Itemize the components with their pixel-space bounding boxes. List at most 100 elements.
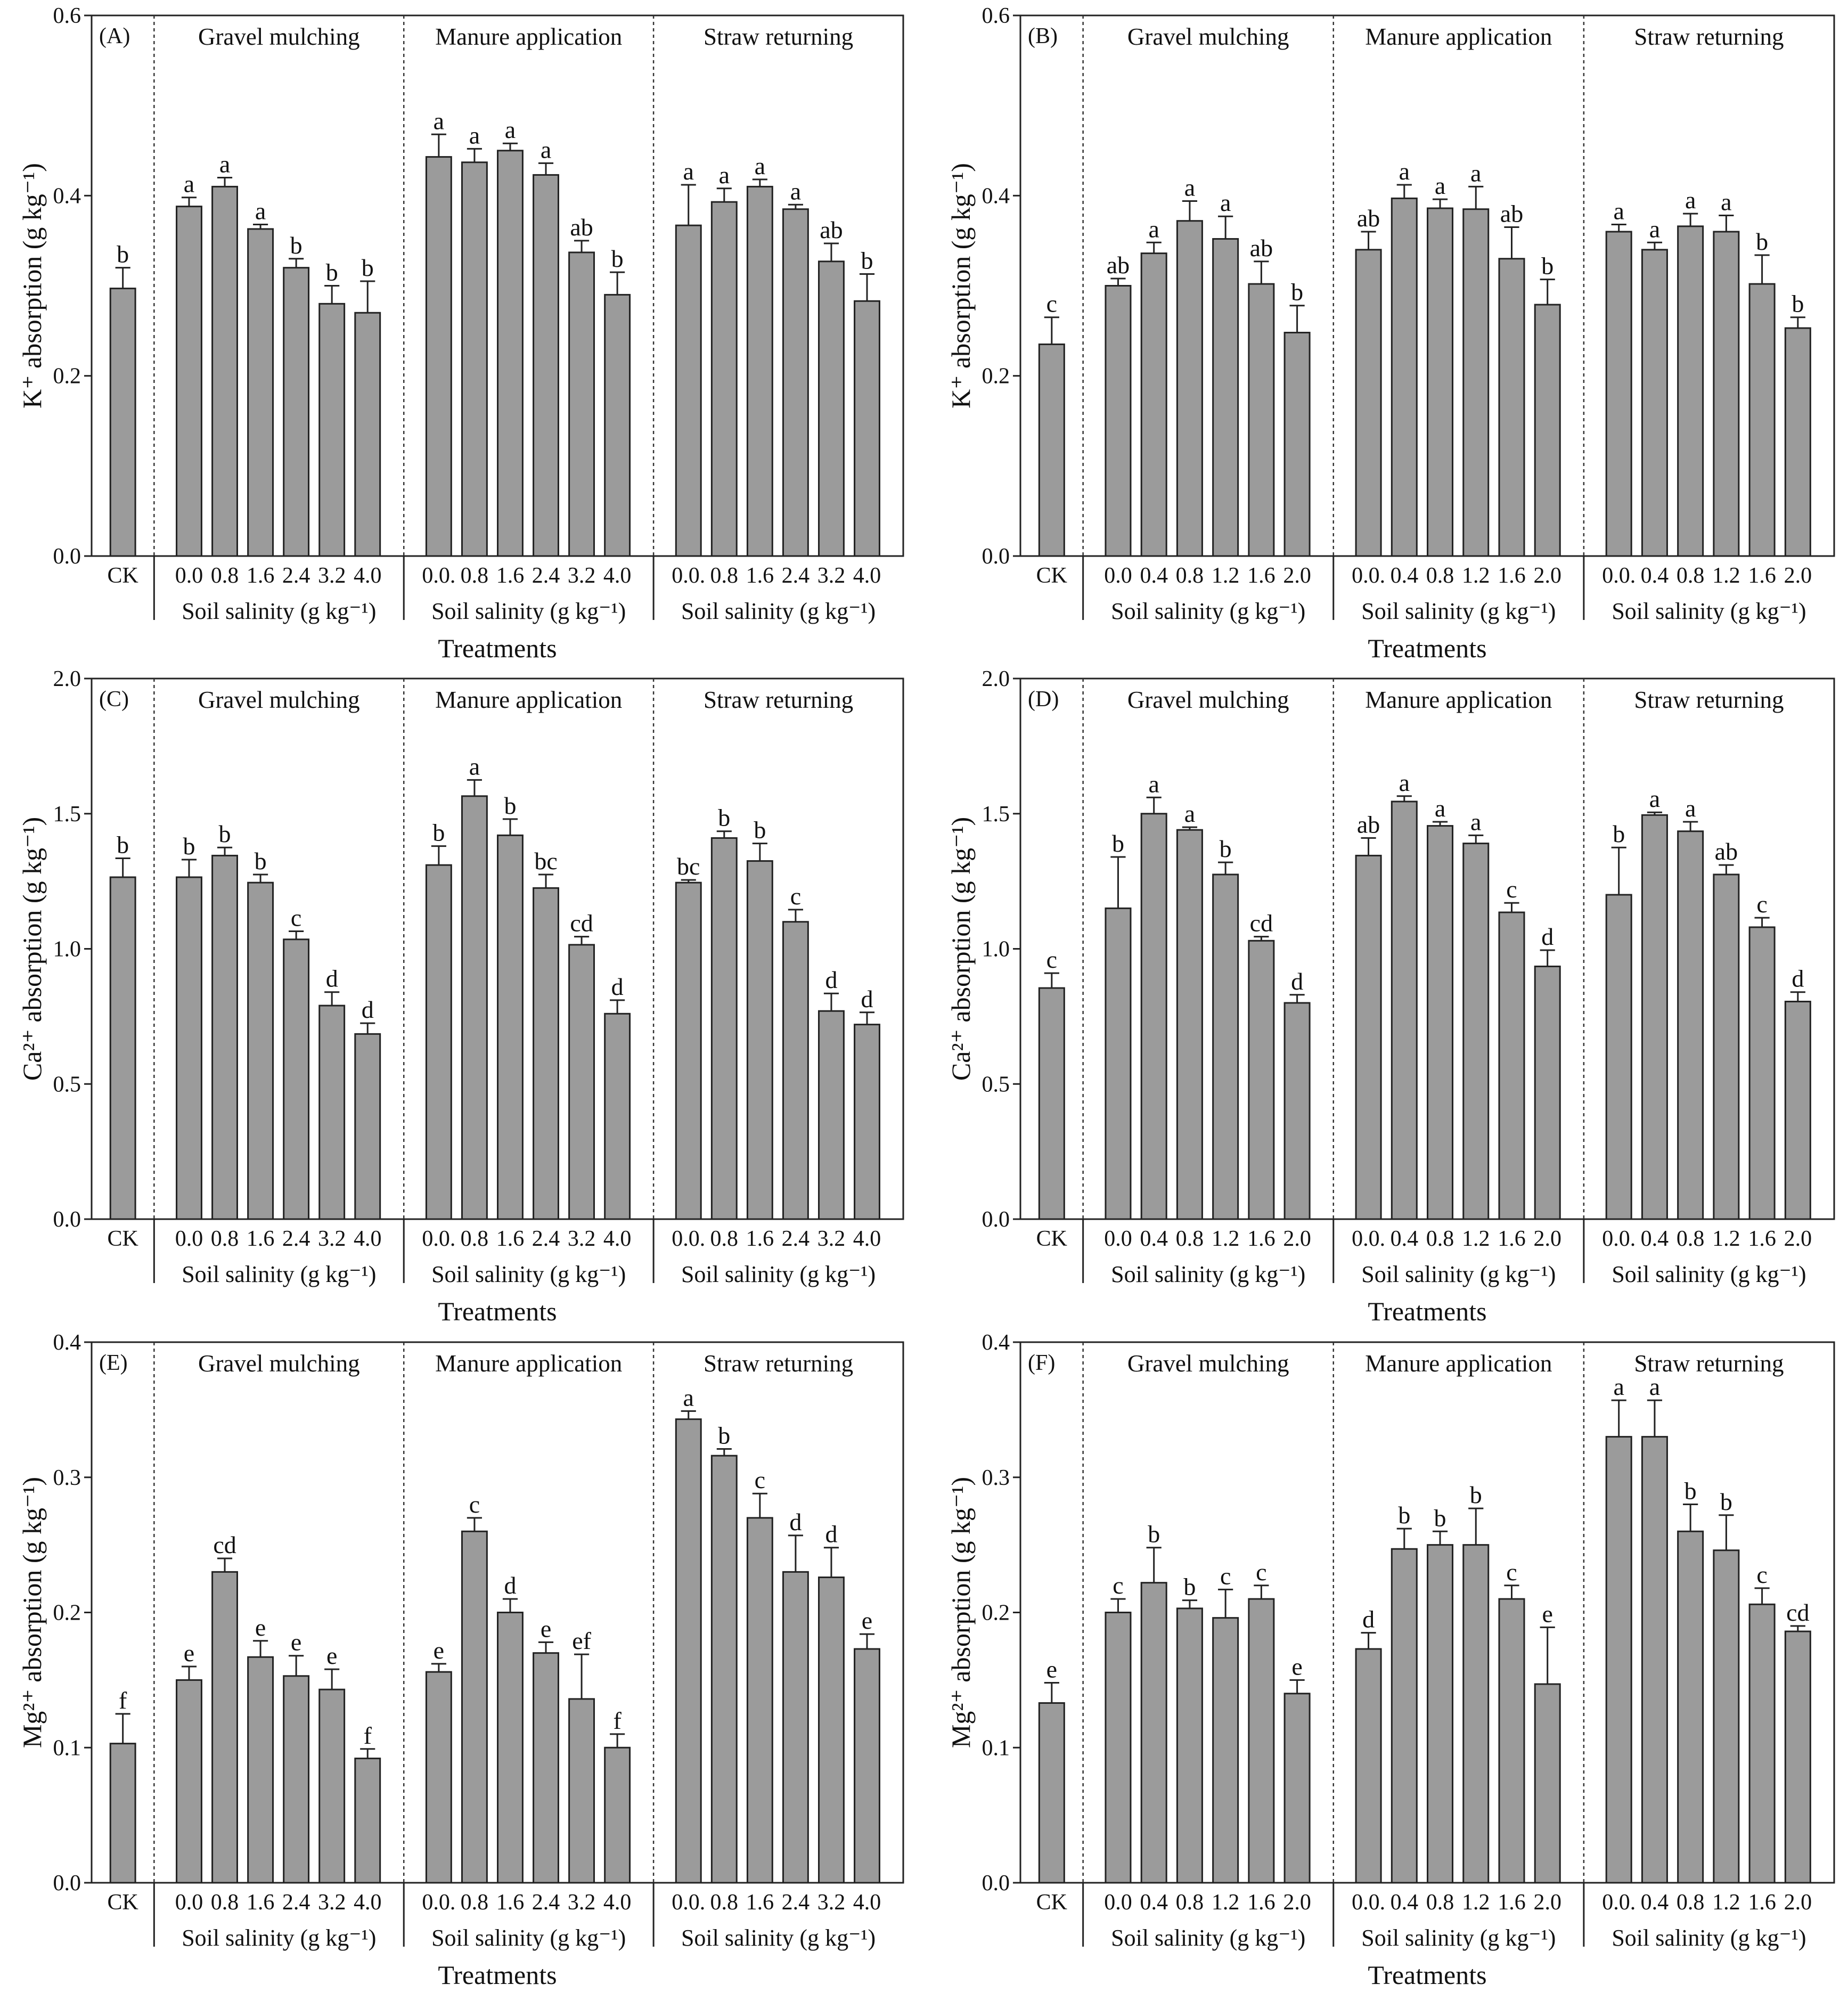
y-tick-label: 1.0 <box>982 937 1010 962</box>
x-tick-label: 1.6 <box>1748 563 1776 588</box>
error-bar <box>1146 241 1162 254</box>
bar <box>1355 249 1382 557</box>
significance-letter: c <box>291 904 301 932</box>
y-tick-label: 0.6 <box>982 4 1010 28</box>
x-tick-label: 0.8 <box>1426 1890 1454 1915</box>
bar <box>354 1033 381 1220</box>
significance-letter: a <box>1184 800 1195 827</box>
bar <box>1462 208 1490 557</box>
panel-label: (A) <box>99 24 130 48</box>
x-tick-label: 0.4 <box>1641 563 1669 588</box>
significance-letter: e <box>255 1614 266 1641</box>
y-tick-label: 1.0 <box>53 937 81 962</box>
error-bar <box>289 1655 304 1676</box>
error-bar <box>1790 991 1805 1002</box>
x-tick-label: 0.4 <box>1140 563 1168 588</box>
bar <box>354 312 381 557</box>
bar <box>1713 231 1740 557</box>
bar <box>1355 1648 1382 1884</box>
x-tick-label: 2.0 <box>1283 1890 1311 1915</box>
group-axis-label: Soil salinity (g kg⁻¹) <box>182 598 376 624</box>
error-bar <box>538 1641 554 1653</box>
bar <box>1105 907 1132 1220</box>
x-tick-label: 0.8 <box>1426 1227 1454 1251</box>
significance-letter: c <box>1046 290 1057 317</box>
error-bar <box>859 273 875 301</box>
group-title: Straw returning <box>1634 1350 1784 1377</box>
x-tick-label: 1.2 <box>1212 563 1240 588</box>
significance-letter: d <box>1291 968 1303 995</box>
significance-letter: b <box>718 1422 730 1449</box>
x-tick-label: 3.2 <box>568 563 596 588</box>
x-tick-label: 3.2 <box>568 1227 596 1251</box>
bar <box>1748 926 1776 1220</box>
significance-letter: a <box>1649 785 1660 812</box>
significance-letter: c <box>790 883 801 910</box>
error-bar <box>502 142 518 151</box>
error-bar <box>217 846 233 856</box>
x-tick-label: 0.8 <box>1176 1890 1204 1915</box>
significance-letter: a <box>1685 795 1696 822</box>
error-bar <box>1396 184 1412 199</box>
bar <box>782 1571 809 1884</box>
significance-letter: a <box>1721 189 1731 216</box>
bar <box>1283 1002 1311 1220</box>
x-tick-label: 1.2 <box>1712 563 1740 588</box>
significance-letter: a <box>1685 186 1696 214</box>
bar <box>1427 825 1454 1220</box>
error-bar <box>1218 861 1233 875</box>
error-bar <box>610 999 625 1014</box>
x-tick-label: 0.0. <box>1352 1890 1385 1915</box>
error-bar <box>574 1653 590 1699</box>
bar <box>1784 1000 1811 1220</box>
significance-letter: d <box>1792 965 1804 992</box>
error-bar <box>115 857 130 878</box>
significance-letter: a <box>505 116 516 143</box>
bar <box>425 156 452 557</box>
y-tick-label: 0.5 <box>982 1072 1010 1097</box>
error-bar <box>788 203 803 209</box>
error-bar <box>1044 972 1059 989</box>
bar <box>1283 1693 1311 1884</box>
significance-letter: ab <box>1500 200 1523 227</box>
error-bar <box>788 909 803 922</box>
error-bar <box>1289 994 1305 1003</box>
group-axis-label: Soil salinity (g kg⁻¹) <box>1111 598 1305 624</box>
bar <box>1427 1544 1454 1884</box>
group-axis-label: Soil salinity (g kg⁻¹) <box>681 598 876 624</box>
error-bar <box>1110 277 1126 286</box>
x-tick-label: CK <box>107 1227 138 1251</box>
bar <box>818 260 845 557</box>
x-tick-label: 0.0. <box>1352 563 1385 588</box>
error-bar <box>574 240 590 252</box>
group-title: Manure application <box>1365 687 1552 713</box>
bar <box>675 881 702 1220</box>
bar <box>1462 1544 1490 1884</box>
error-bar <box>324 1668 340 1690</box>
bar <box>746 860 773 1220</box>
significance-letter: d <box>1541 923 1553 950</box>
bar <box>1038 343 1065 557</box>
significance-letter: a <box>255 197 266 224</box>
x-tick-label: 3.2 <box>817 1227 846 1251</box>
significance-letter: b <box>1291 279 1303 306</box>
bar <box>1391 1548 1418 1884</box>
significance-letter: a <box>719 161 730 189</box>
y-tick-label: 0.5 <box>53 1072 81 1097</box>
error-bar <box>217 177 233 187</box>
error-bar <box>181 859 197 878</box>
error-bar <box>823 992 839 1011</box>
significance-letter: d <box>504 1572 516 1599</box>
bar <box>109 876 136 1220</box>
significance-letter: e <box>184 1639 194 1667</box>
significance-letter: b <box>1720 1488 1732 1515</box>
error-bar <box>1432 198 1448 209</box>
x-axis-title: Treatments <box>438 633 557 663</box>
panel-label: (E) <box>99 1351 128 1375</box>
significance-letter: bc <box>677 853 700 880</box>
x-tick-label: 0.8 <box>211 1890 239 1915</box>
x-tick-label: 2.4 <box>532 563 560 588</box>
group-axis-label: Soil salinity (g kg⁻¹) <box>431 598 626 624</box>
error-bar <box>859 1011 875 1025</box>
error-bar <box>574 936 590 945</box>
